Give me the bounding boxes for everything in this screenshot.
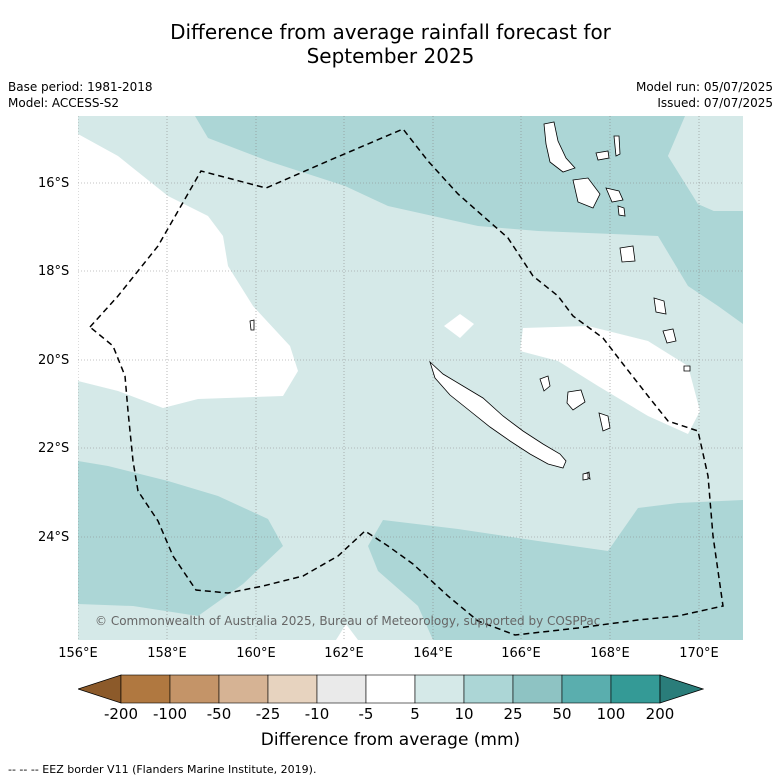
anomaly-band-southwest xyxy=(78,461,283,616)
colorbar xyxy=(78,674,704,704)
colorbar-tick: 100 xyxy=(596,705,626,723)
model-run: Model run: 05/07/2025 xyxy=(635,80,773,94)
loyalty-island-1 xyxy=(539,375,551,392)
graticule xyxy=(78,116,743,640)
lat-label-22s: 22°S xyxy=(38,441,70,456)
model-name: Model: ACCESS-S2 xyxy=(8,96,120,110)
copyright-notice: © Commonwealth of Australia 2025, Bureau… xyxy=(95,614,601,628)
landmasses xyxy=(249,121,691,481)
vanuatu-7 xyxy=(619,245,636,263)
new-caledonia xyxy=(429,360,567,469)
vanuatu-2 xyxy=(595,150,610,161)
meta-left: Base period: 1981-2018 Model: ACCESS-S2 xyxy=(8,79,153,111)
title-line-2: September 2025 xyxy=(306,44,475,68)
vanuatu-1 xyxy=(543,121,576,173)
meta-right: Model run: 05/07/2025 Issued: 07/07/2025 xyxy=(636,79,773,111)
colorbar-tick: -200 xyxy=(103,705,139,723)
lat-label-18s: 18°S xyxy=(38,264,70,279)
colorbar-segment-9 xyxy=(512,674,563,704)
colorbar-tick: -5 xyxy=(358,705,374,723)
colorbar-tick: 25 xyxy=(503,705,523,723)
colorbar-arrow-high xyxy=(659,674,704,704)
anomaly-band-north xyxy=(195,116,743,324)
colorbar-segment-6 xyxy=(365,674,416,704)
colorbar-tick: -25 xyxy=(255,705,281,723)
lon-label-162e: 162°E xyxy=(324,646,364,661)
colorbar-tick: 10 xyxy=(454,705,474,723)
matthew-island xyxy=(683,365,691,372)
lon-label-160e: 160°E xyxy=(236,646,276,661)
loyalty-island-3 xyxy=(598,412,611,432)
colorbar-tick: -100 xyxy=(152,705,188,723)
base-period: Base period: 1981-2018 xyxy=(8,80,153,94)
lon-label-156e: 156°E xyxy=(58,646,98,661)
colorbar-segment-10 xyxy=(561,674,612,704)
eez-footnote: -- -- -- EEZ border V11 (Flanders Marine… xyxy=(8,763,317,776)
anomaly-band-white-south xyxy=(336,624,358,640)
lon-label-170e: 170°E xyxy=(679,646,719,661)
lon-label-166e: 166°E xyxy=(501,646,541,661)
lat-label-20s: 20°S xyxy=(38,353,70,368)
colorbar-tick: 50 xyxy=(552,705,572,723)
colorbar-label: Difference from average (mm) xyxy=(260,730,521,750)
colorbar-arrow-low xyxy=(78,674,122,704)
anomaly-band-white-small xyxy=(444,314,474,338)
map-title: Difference from average rainfall forecas… xyxy=(0,20,781,68)
colorbar-tick: -50 xyxy=(206,705,232,723)
vanuatu-8 xyxy=(653,297,667,315)
colorbar-segment-4 xyxy=(267,674,318,704)
colorbar-tick: 5 xyxy=(410,705,420,723)
small-island-west xyxy=(249,319,255,331)
vanuatu-4 xyxy=(572,177,601,209)
anomaly-band-northeast xyxy=(668,116,743,211)
lon-label-168e: 168°E xyxy=(590,646,630,661)
colorbar-segment-1 xyxy=(120,674,171,704)
issued-date: Issued: 07/07/2025 xyxy=(657,96,773,110)
vanuatu-6 xyxy=(617,205,626,217)
colorbar-segment-2 xyxy=(169,674,220,704)
lat-label-16s: 16°S xyxy=(38,176,70,191)
vanuatu-9 xyxy=(662,328,677,344)
colorbar-segment-5 xyxy=(316,674,367,704)
colorbar-segment-8 xyxy=(463,674,514,704)
forecast-map xyxy=(78,116,743,640)
colorbar-tick: 200 xyxy=(645,705,675,723)
anomaly-band-white-west xyxy=(78,134,298,408)
loyalty-island-2 xyxy=(566,389,586,411)
colorbar-segment-7 xyxy=(414,674,465,704)
lon-label-164e: 164°E xyxy=(413,646,453,661)
vanuatu-3 xyxy=(613,135,621,157)
colorbar-tick: -10 xyxy=(304,705,330,723)
colorbar-segment-3 xyxy=(218,674,269,704)
lat-label-24s: 24°S xyxy=(38,530,70,545)
small-island-east xyxy=(582,472,589,481)
title-line-1: Difference from average rainfall forecas… xyxy=(170,20,611,44)
lon-label-158e: 158°E xyxy=(147,646,187,661)
anomaly-band-southeast xyxy=(368,500,743,640)
map-canvas xyxy=(78,116,743,640)
vanuatu-5 xyxy=(605,187,624,203)
colorbar-segment-11 xyxy=(610,674,661,704)
